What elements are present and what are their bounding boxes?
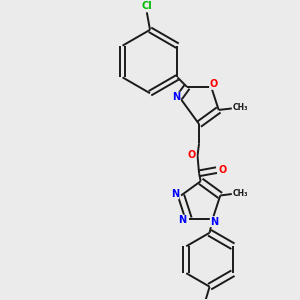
Text: N: N	[172, 92, 180, 102]
Text: N: N	[210, 217, 218, 227]
Text: O: O	[210, 79, 218, 89]
Text: O: O	[218, 164, 226, 175]
Text: Cl: Cl	[142, 1, 152, 11]
Text: CH₃: CH₃	[232, 103, 248, 112]
Text: N: N	[171, 189, 179, 199]
Text: CH₃: CH₃	[232, 189, 248, 198]
Text: O: O	[188, 150, 196, 160]
Text: N: N	[178, 215, 186, 225]
